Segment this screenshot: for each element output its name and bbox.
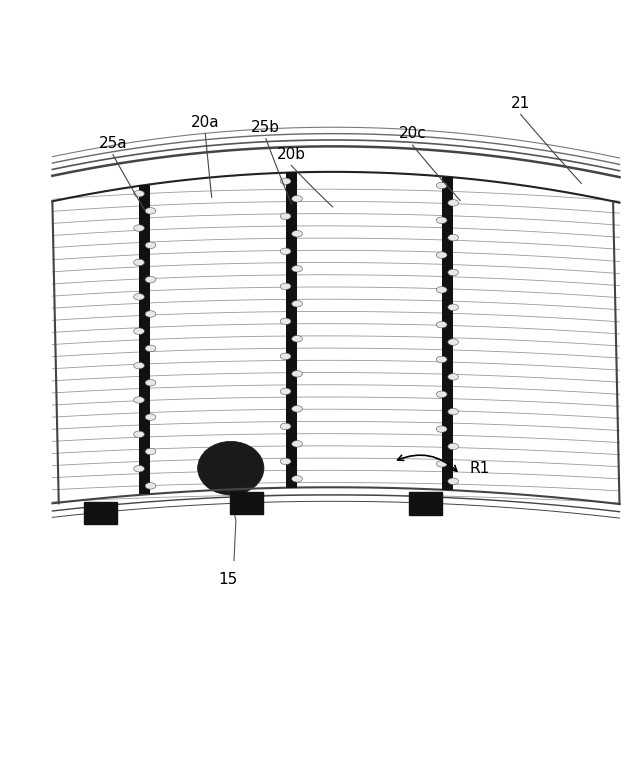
Ellipse shape: [145, 414, 156, 420]
Ellipse shape: [292, 441, 303, 447]
Ellipse shape: [145, 483, 156, 490]
Ellipse shape: [134, 431, 145, 437]
Ellipse shape: [448, 235, 458, 241]
Ellipse shape: [134, 465, 145, 472]
Ellipse shape: [145, 379, 156, 386]
Ellipse shape: [280, 458, 291, 465]
Ellipse shape: [292, 301, 303, 307]
Ellipse shape: [448, 200, 458, 206]
Ellipse shape: [280, 423, 291, 430]
Ellipse shape: [448, 304, 458, 311]
Ellipse shape: [134, 260, 145, 266]
Text: 20a: 20a: [191, 115, 220, 130]
Ellipse shape: [145, 448, 156, 455]
Bar: [230, 492, 263, 514]
Ellipse shape: [134, 328, 145, 334]
Ellipse shape: [436, 356, 447, 363]
Ellipse shape: [134, 362, 145, 369]
Ellipse shape: [280, 318, 291, 325]
Ellipse shape: [134, 397, 145, 403]
Ellipse shape: [134, 294, 145, 300]
Text: 20b: 20b: [277, 147, 306, 162]
Ellipse shape: [436, 252, 447, 258]
Text: 25a: 25a: [99, 136, 127, 151]
Ellipse shape: [280, 353, 291, 360]
Ellipse shape: [292, 371, 303, 377]
Bar: [285, 172, 297, 488]
Ellipse shape: [280, 213, 291, 220]
Ellipse shape: [436, 322, 447, 328]
Bar: [408, 492, 442, 514]
Ellipse shape: [292, 476, 303, 482]
Ellipse shape: [448, 269, 458, 276]
Ellipse shape: [448, 374, 458, 380]
Ellipse shape: [292, 231, 303, 237]
Text: 25b: 25b: [252, 120, 280, 134]
Ellipse shape: [145, 277, 156, 283]
Bar: [442, 177, 453, 490]
Ellipse shape: [145, 311, 156, 317]
Ellipse shape: [436, 426, 447, 432]
Ellipse shape: [292, 336, 303, 342]
Ellipse shape: [448, 339, 458, 345]
Ellipse shape: [436, 287, 447, 293]
Ellipse shape: [145, 345, 156, 352]
Ellipse shape: [448, 409, 458, 415]
Ellipse shape: [436, 183, 447, 189]
Ellipse shape: [145, 207, 156, 214]
Text: 15: 15: [218, 572, 237, 587]
Ellipse shape: [448, 443, 458, 450]
Text: 20c: 20c: [399, 126, 426, 141]
Ellipse shape: [280, 248, 291, 255]
Ellipse shape: [134, 190, 145, 197]
Ellipse shape: [292, 406, 303, 412]
Ellipse shape: [198, 441, 264, 495]
Text: 21: 21: [511, 96, 531, 110]
Ellipse shape: [292, 196, 303, 202]
Ellipse shape: [280, 178, 291, 184]
Ellipse shape: [280, 283, 291, 290]
Bar: [139, 185, 150, 494]
Bar: [84, 501, 116, 524]
Ellipse shape: [145, 242, 156, 249]
Ellipse shape: [436, 391, 447, 398]
Text: R1: R1: [470, 461, 490, 476]
Ellipse shape: [280, 388, 291, 395]
Ellipse shape: [292, 266, 303, 272]
Ellipse shape: [448, 478, 458, 485]
Ellipse shape: [436, 217, 447, 224]
Ellipse shape: [436, 461, 447, 467]
Ellipse shape: [134, 225, 145, 232]
